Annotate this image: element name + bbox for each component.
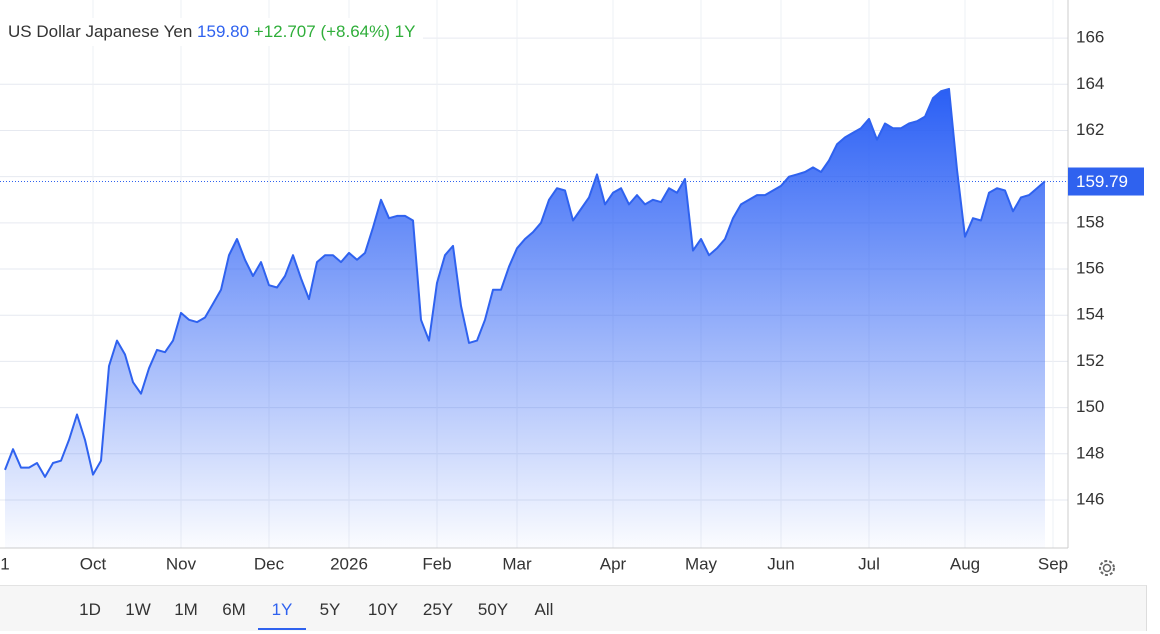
x-tick-label: Jun	[767, 554, 794, 573]
period: 1Y	[394, 22, 416, 41]
change-percent: (+8.64%)	[320, 22, 390, 41]
y-tick-label: 148	[1076, 443, 1104, 462]
chart: 1461481501521541561581601621641661OctNov…	[0, 0, 1144, 576]
y-tick-label: 152	[1076, 351, 1104, 370]
range-bar: 1D 1W 1M 6M 1Y 5Y 10Y 25Y 50Y All	[0, 585, 1147, 631]
y-tick-label: 146	[1076, 489, 1104, 508]
y-tick-label: 166	[1076, 28, 1104, 47]
x-tick-label: Sep	[1038, 554, 1068, 573]
range-button[interactable]: 25Y	[422, 600, 454, 619]
x-tick-label: 2026	[330, 554, 368, 573]
header: US Dollar Japanese Yen 159.80 +12.707 (+…	[0, 18, 424, 46]
x-tick-label: Nov	[166, 554, 197, 573]
x-tick-label: 1	[0, 554, 9, 573]
last-price: 159.80	[197, 22, 250, 41]
x-tick-label: Oct	[80, 554, 107, 573]
range-button[interactable]: 1M	[174, 600, 198, 619]
range-button[interactable]: All	[534, 600, 554, 619]
y-tick-label: 162	[1076, 120, 1104, 139]
instrument-name: US Dollar Japanese Yen	[8, 22, 193, 41]
range-button[interactable]: 1D	[79, 600, 101, 619]
range-button[interactable]: 6M	[222, 600, 246, 619]
x-tick-label: May	[685, 554, 718, 573]
last-value-box	[1068, 167, 1144, 196]
x-tick-label: Feb	[422, 554, 451, 573]
y-tick-label: 164	[1076, 74, 1104, 93]
area-fill	[5, 88, 1045, 549]
settings-icon[interactable]	[1099, 560, 1115, 576]
x-tick-label: Aug	[950, 554, 980, 573]
price-line	[4, 87, 1046, 478]
range-button[interactable]: 50Y	[477, 600, 509, 619]
x-tick-label: Jul	[858, 554, 880, 573]
range-button[interactable]: 5Y	[319, 600, 341, 619]
x-tick-label: Mar	[502, 554, 532, 573]
last-value-label: 159.79	[1076, 172, 1128, 191]
y-tick-label: 158	[1076, 212, 1104, 231]
range-button[interactable]: 1W	[125, 600, 151, 619]
range-button[interactable]: 10Y	[367, 600, 399, 619]
y-tick-label: 150	[1076, 397, 1104, 416]
y-tick-label: 156	[1076, 259, 1104, 278]
change: +12.707	[253, 22, 316, 41]
x-tick-label: Dec	[254, 554, 285, 573]
y-tick-label: 154	[1076, 305, 1104, 324]
x-tick-label: Apr	[600, 554, 627, 573]
range-button[interactable]: 1Y	[258, 594, 306, 630]
